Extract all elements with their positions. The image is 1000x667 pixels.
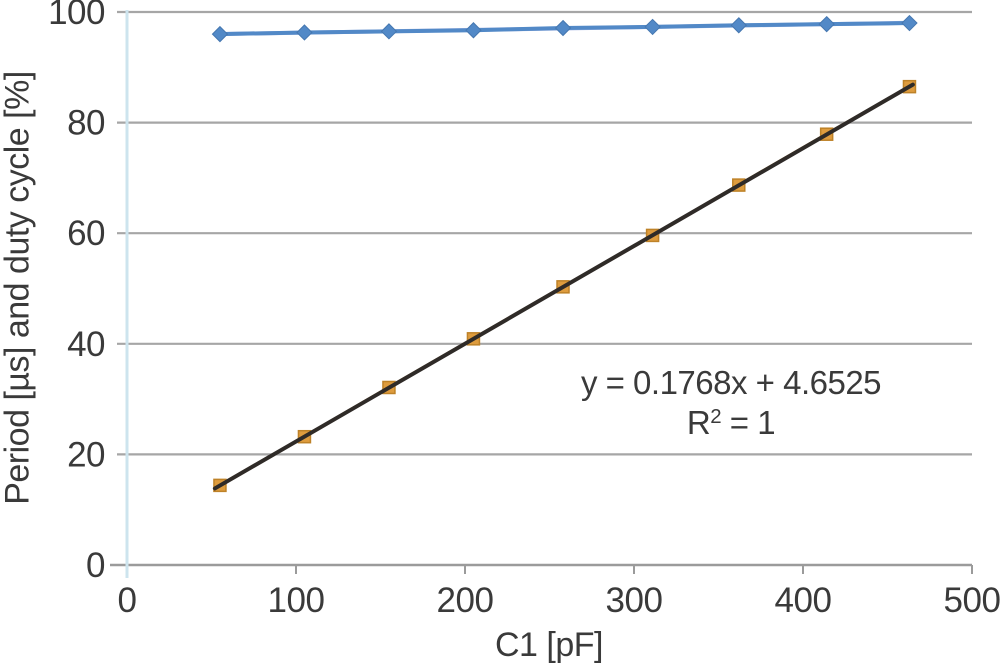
x-tick-label: 100: [268, 581, 325, 620]
x-tick-label: 0: [118, 581, 137, 620]
marker-diamond-duty-cycle: [465, 22, 482, 39]
y-tick-label: 20: [67, 435, 105, 474]
marker-diamond-duty-cycle: [380, 23, 398, 40]
marker-diamond-duty-cycle: [818, 15, 835, 33]
r-squared-value: R2 = 1: [686, 404, 776, 442]
x-tick-label: 300: [606, 581, 663, 620]
y-tick-label: 0: [86, 546, 105, 585]
marker-diamond-duty-cycle: [211, 25, 229, 43]
y-tick-label: 80: [67, 104, 105, 143]
x-axis-title: C1 [pF]: [495, 626, 603, 664]
x-tick-label: 500: [944, 581, 1000, 620]
marker-diamond-duty-cycle: [296, 24, 313, 41]
x-tick-label: 200: [437, 581, 494, 620]
trendline-annotation: y = 0.1768x + 4.6525 R2 = 1: [580, 363, 882, 444]
y-tick-label: 60: [67, 214, 105, 253]
trendline-equation: y = 0.1768x + 4.6525: [580, 364, 882, 401]
y-tick-label: 100: [48, 0, 105, 32]
y-axis-title: Period [µs] and duty cycle [%]: [0, 71, 37, 505]
marker-diamond-duty-cycle: [730, 17, 747, 34]
y-tick-label: 40: [67, 325, 105, 364]
marker-diamond-duty-cycle: [554, 19, 572, 37]
trendline-period-s: [212, 82, 915, 491]
marker-diamond-duty-cycle: [901, 14, 918, 32]
marker-diamond-duty-cycle: [644, 18, 661, 36]
x-tick-label: 400: [775, 581, 832, 620]
